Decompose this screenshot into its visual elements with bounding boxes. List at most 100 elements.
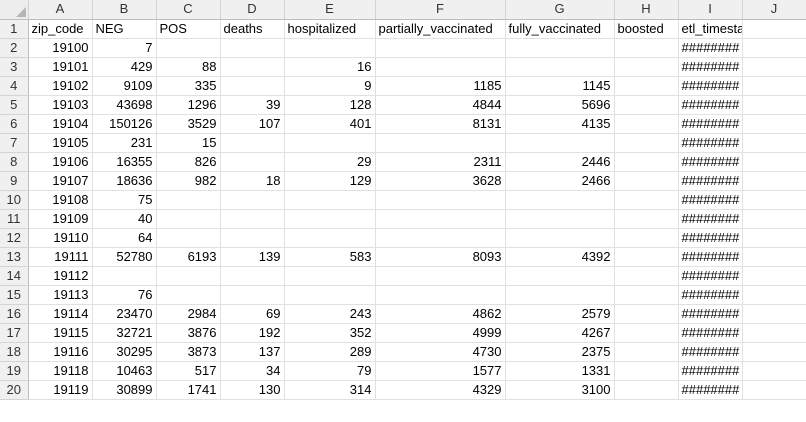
cell[interactable] [284,266,376,286]
cell[interactable]: 52780 [92,247,157,267]
cell[interactable]: 75 [92,190,157,210]
cell[interactable] [742,361,806,381]
cell[interactable]: 39 [220,95,285,115]
cell[interactable]: 2311 [375,152,506,172]
header-cell[interactable]: partially_vaccinated [375,19,506,39]
cell[interactable]: ######## [678,304,743,324]
cell[interactable] [742,342,806,362]
cell[interactable]: 10463 [92,361,157,381]
cell[interactable] [220,133,285,153]
cell[interactable] [742,323,806,343]
cell[interactable] [614,76,679,96]
cell[interactable]: 19108 [28,190,93,210]
cell[interactable]: 76 [92,285,157,305]
row-header[interactable]: 7 [0,133,29,153]
cell[interactable]: 4392 [505,247,615,267]
cell[interactable] [742,38,806,58]
cell[interactable] [375,133,506,153]
column-header-h[interactable]: H [614,0,679,20]
cell[interactable] [614,228,679,248]
cell[interactable]: 6193 [156,247,221,267]
cell[interactable]: 150126 [92,114,157,134]
cell[interactable]: 314 [284,380,376,400]
cell[interactable]: ######## [678,380,743,400]
cell[interactable] [220,57,285,77]
cell[interactable]: 192 [220,323,285,343]
cell[interactable]: ######## [678,152,743,172]
cell[interactable] [505,57,615,77]
cell[interactable] [375,57,506,77]
cell[interactable]: 3100 [505,380,615,400]
header-cell[interactable]: zip_code [28,19,93,39]
cell[interactable]: 2446 [505,152,615,172]
cell[interactable]: 137 [220,342,285,362]
cell[interactable]: 4329 [375,380,506,400]
cell[interactable]: 335 [156,76,221,96]
cell[interactable]: 19114 [28,304,93,324]
header-cell[interactable]: etl_timestamp [678,19,743,39]
cell[interactable]: 69 [220,304,285,324]
column-header-d[interactable]: D [220,0,285,20]
cell[interactable]: 19118 [28,361,93,381]
cell[interactable] [156,209,221,229]
cell[interactable] [220,266,285,286]
column-header-g[interactable]: G [505,0,615,20]
cell[interactable]: 19115 [28,323,93,343]
cell[interactable]: 130 [220,380,285,400]
cell[interactable]: 3628 [375,171,506,191]
cell[interactable]: 29 [284,152,376,172]
cell[interactable]: 129 [284,171,376,191]
column-header-c[interactable]: C [156,0,221,20]
cell[interactable]: 19109 [28,209,93,229]
cell[interactable]: 826 [156,152,221,172]
cell[interactable]: 8093 [375,247,506,267]
row-header[interactable]: 19 [0,361,29,381]
cell[interactable] [742,190,806,210]
column-header-b[interactable]: B [92,0,157,20]
cell[interactable]: 18636 [92,171,157,191]
cell[interactable]: 401 [284,114,376,134]
cell[interactable] [505,266,615,286]
cell[interactable] [742,171,806,191]
cell[interactable]: 517 [156,361,221,381]
cell[interactable] [375,190,506,210]
cell[interactable]: 3529 [156,114,221,134]
column-header-i[interactable]: I [678,0,743,20]
cell[interactable]: 30899 [92,380,157,400]
cell[interactable] [284,228,376,248]
row-header[interactable]: 16 [0,304,29,324]
cell[interactable]: ######## [678,247,743,267]
cell[interactable]: 7 [92,38,157,58]
cell[interactable]: 352 [284,323,376,343]
cell[interactable]: 2466 [505,171,615,191]
cell[interactable]: 16 [284,57,376,77]
row-header[interactable]: 10 [0,190,29,210]
cell[interactable] [220,152,285,172]
cell[interactable]: 8131 [375,114,506,134]
row-header[interactable]: 17 [0,323,29,343]
cell[interactable] [220,285,285,305]
row-header[interactable]: 14 [0,266,29,286]
header-cell[interactable]: hospitalized [284,19,376,39]
cell[interactable] [614,57,679,77]
column-header-j[interactable]: J [742,0,806,20]
cell[interactable]: ######## [678,190,743,210]
cell[interactable]: ######## [678,133,743,153]
cell[interactable] [614,266,679,286]
cell[interactable]: 19110 [28,228,93,248]
cell[interactable] [220,76,285,96]
cell[interactable]: 982 [156,171,221,191]
cell[interactable] [375,266,506,286]
cell[interactable]: 19106 [28,152,93,172]
cell[interactable]: ######## [678,209,743,229]
cell[interactable]: ######## [678,266,743,286]
cell[interactable]: 5696 [505,95,615,115]
cell[interactable]: 19113 [28,285,93,305]
header-cell[interactable]: boosted [614,19,679,39]
cell[interactable] [614,95,679,115]
cell[interactable] [375,209,506,229]
cell[interactable]: 4844 [375,95,506,115]
column-header-e[interactable]: E [284,0,376,20]
cell[interactable]: 32721 [92,323,157,343]
row-header[interactable]: 4 [0,76,29,96]
